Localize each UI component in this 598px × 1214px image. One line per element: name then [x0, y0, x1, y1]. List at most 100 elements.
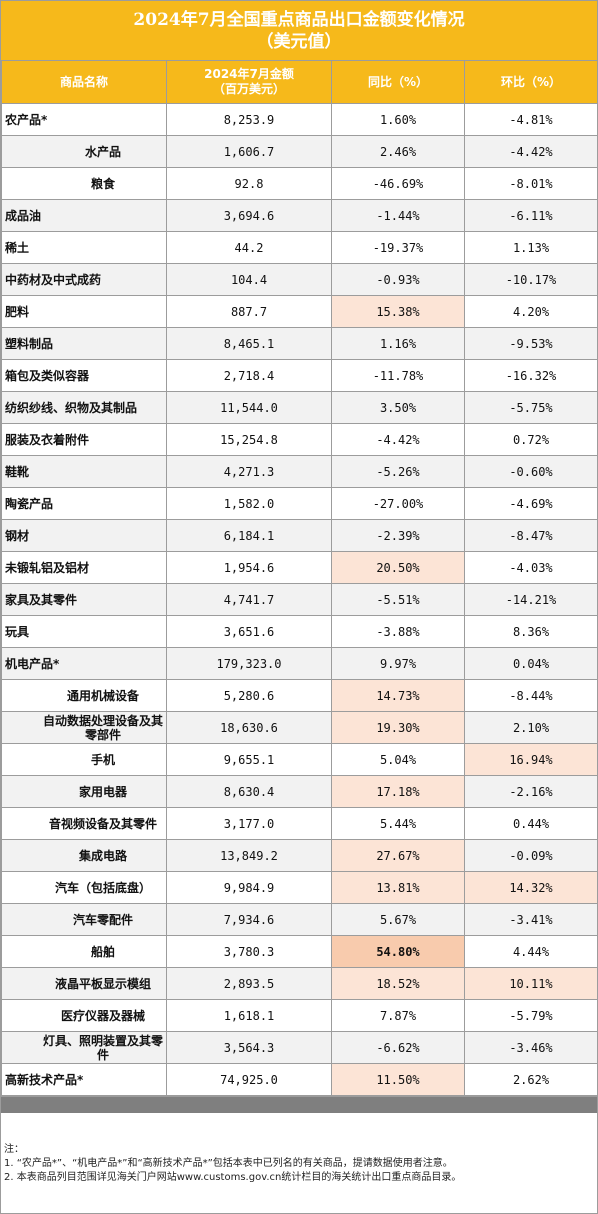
cell-name: 服装及衣着附件: [1, 423, 167, 456]
cell-amount: 8,253.9: [166, 103, 332, 136]
cell-mom: -0.60%: [464, 455, 598, 488]
cell-mom: -8.01%: [464, 167, 598, 200]
table-row: 手机 9,655.1 5.04% 16.94%: [1, 743, 598, 776]
note-1: 1. “农产品*”、“机电产品*”和“高新技术产品*”包括本表中已列名的有关商品…: [4, 1158, 453, 1169]
cell-name: 手机: [1, 743, 167, 776]
product-name: 玩具: [5, 625, 30, 639]
cell-amount: 1,618.1: [166, 999, 332, 1032]
product-name: 肥料: [5, 305, 30, 319]
cell-amount: 11,544.0: [166, 391, 332, 424]
cell-yoy: 5.44%: [331, 807, 465, 840]
product-name: 高新技术产品*: [5, 1073, 84, 1087]
cell-yoy: 2.46%: [331, 135, 465, 168]
table-row: 农产品* 8,253.9 1.60% -4.81%: [1, 103, 598, 136]
table-row: 钢材 6,184.1 -2.39% -8.47%: [1, 519, 598, 552]
cell-yoy: 9.97%: [331, 647, 465, 680]
header-amount: 2024年7月金额 （百万美元）: [166, 61, 332, 104]
cell-amount: 1,606.7: [166, 135, 332, 168]
cell-mom: 0.72%: [464, 423, 598, 456]
table-row: 音视频设备及其零件 3,177.0 5.44% 0.44%: [1, 807, 598, 840]
product-name: 机电产品*: [5, 657, 60, 671]
cell-yoy: -11.78%: [331, 359, 465, 392]
cell-name: 医疗仪器及器械: [1, 999, 167, 1032]
header-mom: 环比（%）: [464, 61, 598, 104]
cell-name: 音视频设备及其零件: [1, 807, 167, 840]
table-row: 家用电器 8,630.4 17.18% -2.16%: [1, 775, 598, 808]
notes: 注： 1. “农产品*”、“机电产品*”和“高新技术产品*”包括本表中已列名的有…: [1, 1113, 597, 1185]
cell-mom: 4.44%: [464, 935, 598, 968]
cell-yoy: 5.04%: [331, 743, 465, 776]
table-row: 箱包及类似容器 2,718.4 -11.78% -16.32%: [1, 359, 598, 392]
product-name: 家具及其零件: [5, 593, 78, 607]
cell-name: 稀土: [1, 231, 167, 264]
cell-yoy: -1.44%: [331, 199, 465, 232]
footer-bar: [1, 1096, 597, 1113]
table-row: 陶瓷产品 1,582.0 -27.00% -4.69%: [1, 487, 598, 520]
cell-yoy: -6.62%: [331, 1031, 465, 1064]
cell-amount: 13,849.2: [166, 839, 332, 872]
cell-amount: 44.2: [166, 231, 332, 264]
cell-amount: 6,184.1: [166, 519, 332, 552]
cell-mom: -4.69%: [464, 487, 598, 520]
header-amount-line-2: （百万美元）: [212, 82, 285, 96]
cell-mom: 2.10%: [464, 711, 598, 744]
product-name: 钢材: [5, 529, 30, 543]
cell-mom: 1.13%: [464, 231, 598, 264]
cell-name: 液晶平板显示模组: [1, 967, 167, 1000]
cell-name: 灯具、照明装置及其零件: [1, 1031, 167, 1064]
cell-name: 粮食: [1, 167, 167, 200]
cell-name: 家用电器: [1, 775, 167, 808]
cell-amount: 15,254.8: [166, 423, 332, 456]
cell-yoy: -5.51%: [331, 583, 465, 616]
cell-name: 机电产品*: [1, 647, 167, 680]
cell-mom: 14.32%: [464, 871, 598, 904]
header-row: 商品名称 2024年7月金额 （百万美元） 同比（%） 环比（%）: [1, 61, 598, 104]
cell-amount: 3,694.6: [166, 199, 332, 232]
cell-mom: -4.81%: [464, 103, 598, 136]
cell-yoy: 27.67%: [331, 839, 465, 872]
cell-name: 集成电路: [1, 839, 167, 872]
cell-name: 家具及其零件: [1, 583, 167, 616]
cell-mom: -3.41%: [464, 903, 598, 936]
export-table: 商品名称 2024年7月金额 （百万美元） 同比（%） 环比（%） 农产品* 8,…: [1, 61, 598, 1096]
cell-name: 成品油: [1, 199, 167, 232]
cell-mom: -3.46%: [464, 1031, 598, 1064]
table-body: 农产品* 8,253.9 1.60% -4.81% 水产品 1,606.7 2.46% -4.…: [1, 103, 598, 1096]
cell-yoy: 17.18%: [331, 775, 465, 808]
table-row: 纺织纱线、织物及其制品 11,544.0 3.50% -5.75%: [1, 391, 598, 424]
cell-name: 纺织纱线、织物及其制品: [1, 391, 167, 424]
title-line-1: 2024年7月全国重点商品出口金额变化情况: [133, 10, 465, 30]
cell-name: 自动数据处理设备及其零部件: [1, 711, 167, 744]
cell-amount: 887.7: [166, 295, 332, 328]
cell-mom: 0.04%: [464, 647, 598, 680]
table-row: 集成电路 13,849.2 27.67% -0.09%: [1, 839, 598, 872]
cell-yoy: -4.42%: [331, 423, 465, 456]
table-row: 高新技术产品* 74,925.0 11.50% 2.62%: [1, 1063, 598, 1096]
product-name: 中药材及中式成药: [5, 273, 102, 287]
table-row: 成品油 3,694.6 -1.44% -6.11%: [1, 199, 598, 232]
table-row: 水产品 1,606.7 2.46% -4.42%: [1, 135, 598, 168]
table-row: 玩具 3,651.6 -3.88% 8.36%: [1, 615, 598, 648]
cell-amount: 4,741.7: [166, 583, 332, 616]
report-title: 2024年7月全国重点商品出口金额变化情况 （美元值）: [1, 1, 597, 61]
table-row: 通用机械设备 5,280.6 14.73% -8.44%: [1, 679, 598, 712]
table-row: 肥料 887.7 15.38% 4.20%: [1, 295, 598, 328]
table-row: 机电产品* 179,323.0 9.97% 0.04%: [1, 647, 598, 680]
product-name: 稀土: [5, 241, 30, 255]
table-row: 服装及衣着附件 15,254.8 -4.42% 0.72%: [1, 423, 598, 456]
cell-amount: 18,630.6: [166, 711, 332, 744]
notes-label: 注：: [4, 1144, 24, 1155]
cell-mom: 2.62%: [464, 1063, 598, 1096]
cell-amount: 92.8: [166, 167, 332, 200]
product-name: 塑料制品: [5, 337, 54, 351]
cell-name: 肥料: [1, 295, 167, 328]
cell-mom: -0.09%: [464, 839, 598, 872]
cell-yoy: 20.50%: [331, 551, 465, 584]
table-row: 汽车零配件 7,934.6 5.67% -3.41%: [1, 903, 598, 936]
cell-name: 玩具: [1, 615, 167, 648]
cell-yoy: 3.50%: [331, 391, 465, 424]
cell-amount: 9,655.1: [166, 743, 332, 776]
product-name: 纺织纱线、织物及其制品: [5, 401, 138, 415]
cell-name: 塑料制品: [1, 327, 167, 360]
